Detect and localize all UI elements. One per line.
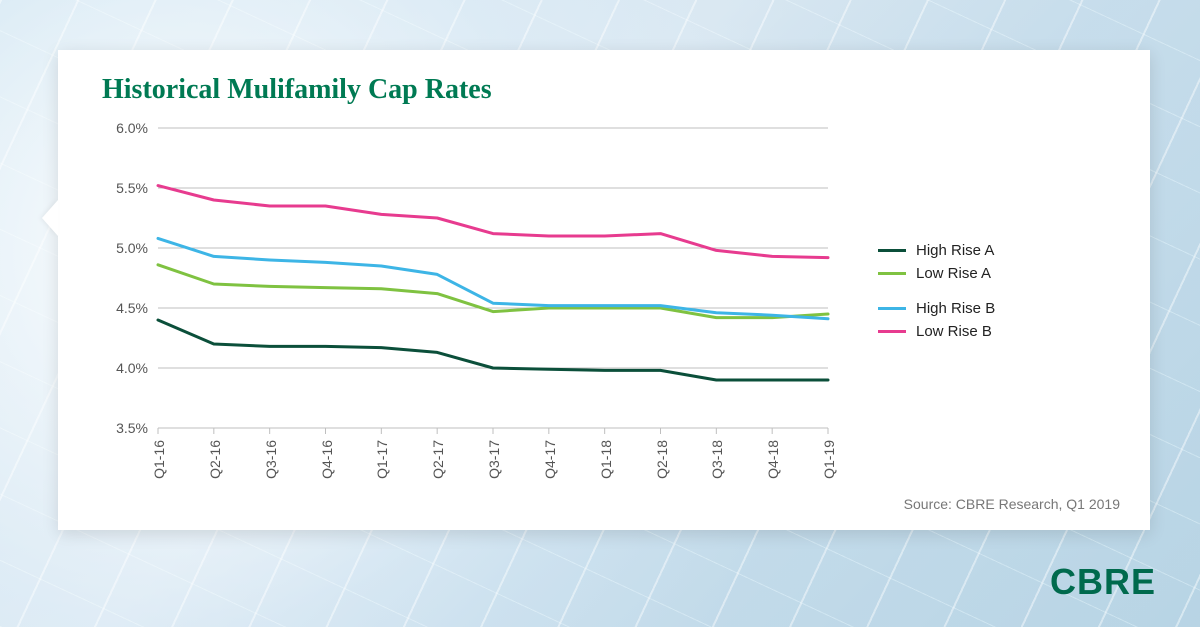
legend-swatch (878, 307, 906, 310)
legend-swatch (878, 330, 906, 333)
legend-item: Low Rise A (878, 265, 995, 282)
chart-source: Source: CBRE Research, Q1 2019 (904, 496, 1120, 512)
legend-swatch (878, 249, 906, 252)
card-notch (42, 200, 58, 236)
series-line (158, 186, 828, 258)
x-axis-label: Q2-17 (430, 440, 446, 479)
y-axis-label: 3.5% (98, 420, 148, 436)
x-axis-label: Q3-18 (709, 440, 725, 479)
x-axis-label: Q3-16 (263, 440, 279, 479)
x-axis-label: Q4-17 (542, 440, 558, 479)
legend-item: High Rise A (878, 242, 995, 259)
legend-item: Low Rise B (878, 323, 995, 340)
legend-label: High Rise A (916, 242, 994, 259)
y-axis-label: 5.5% (98, 180, 148, 196)
legend-label: Low Rise A (916, 265, 991, 282)
chart-card: Historical Mulifamily Cap Rates 3.5%4.0%… (58, 50, 1150, 530)
legend-label: High Rise B (916, 300, 995, 317)
series-line (158, 320, 828, 380)
x-axis-label: Q4-18 (765, 440, 781, 479)
legend-label: Low Rise B (916, 323, 992, 340)
x-axis-label: Q1-16 (151, 440, 167, 479)
y-axis-label: 5.0% (98, 240, 148, 256)
x-axis-label: Q1-18 (598, 440, 614, 479)
chart-svg (158, 128, 828, 428)
x-axis-label: Q2-18 (654, 440, 670, 479)
y-axis-label: 4.5% (98, 300, 148, 316)
legend-item: High Rise B (878, 300, 995, 317)
x-axis-label: Q1-17 (374, 440, 390, 479)
y-axis-label: 4.0% (98, 360, 148, 376)
series-line (158, 265, 828, 318)
legend-swatch (878, 272, 906, 275)
x-axis-label: Q4-16 (319, 440, 335, 479)
y-axis-label: 6.0% (98, 120, 148, 136)
chart-legend: High Rise A Low Rise A High Rise B Low Rise… (878, 242, 995, 346)
x-axis-label: Q1-19 (821, 440, 837, 479)
brand-logo: CBRE (1050, 561, 1156, 603)
chart-title: Historical Mulifamily Cap Rates (102, 74, 492, 106)
chart-plot: 3.5%4.0%4.5%5.0%5.5%6.0%Q1-16Q2-16Q3-16Q… (158, 128, 828, 428)
x-axis-label: Q2-16 (207, 440, 223, 479)
x-axis-label: Q3-17 (486, 440, 502, 479)
